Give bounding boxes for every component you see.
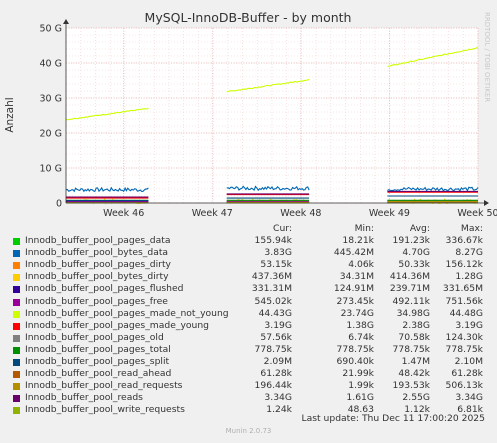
x-tick-label: Week 48 xyxy=(280,208,321,219)
y-tick-label: 10 G xyxy=(40,164,62,175)
y-axis-label: Anzahl xyxy=(4,97,16,132)
x-tick-label: Week 50 xyxy=(457,208,497,219)
x-tick-label: Week 46 xyxy=(103,208,144,219)
x-tick-label: Week 47 xyxy=(192,208,233,219)
axes: 0 10 G 20 G 30 G 40 G 50 G Week 46 Week 47 Week … xyxy=(40,19,497,219)
watermark: RRDTOOL / TOBI OETIKER xyxy=(483,12,491,102)
y-axis-arrow xyxy=(63,19,69,24)
y-tick-label: 20 G xyxy=(40,129,62,140)
x-axis-arrow xyxy=(484,200,489,206)
y-tick-label: 0 xyxy=(56,199,62,210)
chart-title: MySQL-InnoDB-Buffer - by month xyxy=(145,10,352,25)
series-line xyxy=(226,78,310,93)
series-line xyxy=(226,185,310,192)
series-line xyxy=(387,47,478,68)
x-tick-label: Week 49 xyxy=(369,208,410,219)
y-tick-label: 40 G xyxy=(40,59,62,70)
y-tick-label: 50 G xyxy=(40,24,62,35)
series-line xyxy=(387,186,479,192)
y-tick-label: 30 G xyxy=(40,94,62,105)
series-line xyxy=(65,186,149,193)
series-line xyxy=(65,107,149,121)
